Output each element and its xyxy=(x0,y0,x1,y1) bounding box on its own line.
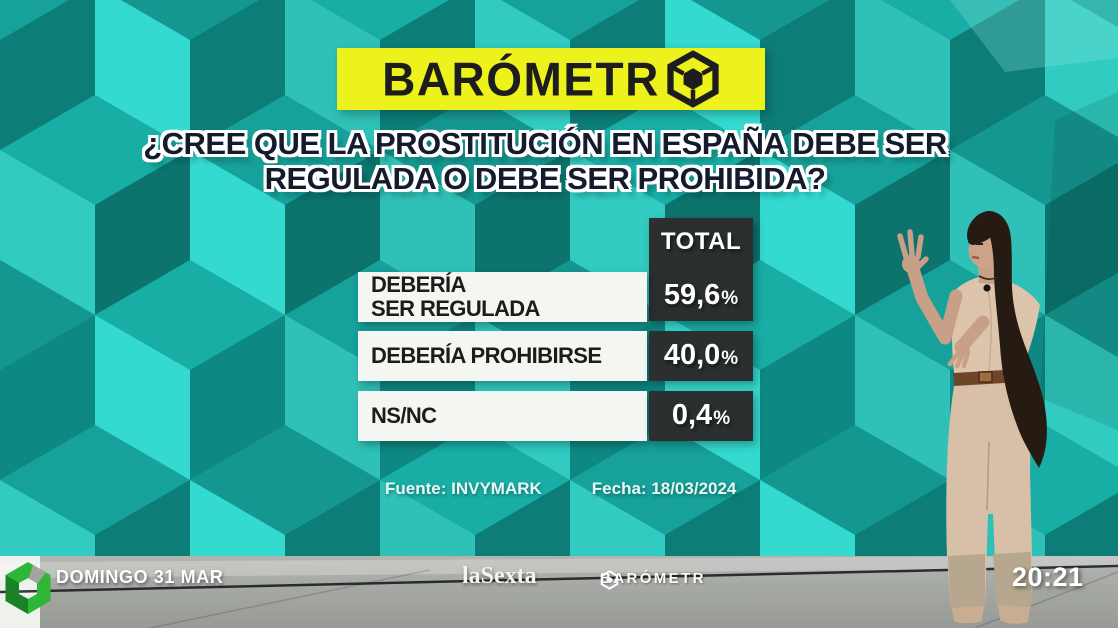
wall-highlight xyxy=(950,0,1118,72)
poll-date: Fecha: 18/03/2024 xyxy=(591,479,737,498)
presenter-hair xyxy=(967,211,1047,468)
studio-floor-bar: DOMINGO 31 MAR laSexta BARÓMETR xyxy=(0,556,1118,628)
poll-source: Fuente: INVYMARK xyxy=(385,479,542,498)
wall-base-line xyxy=(0,564,1118,594)
presenter-necklace xyxy=(978,275,998,280)
poll-question: ¿CREE QUE LA PROSTITUCIÓN EN ESPAÑA DEBE… xyxy=(0,126,1090,196)
floor-seams xyxy=(0,556,1118,628)
results-total-column: TOTAL 59,6% xyxy=(649,218,753,321)
presenter-shoe xyxy=(998,605,1030,624)
result-value-prohibirse: 40,0% xyxy=(649,331,753,381)
footer-barometro-hexagon-icon xyxy=(600,570,619,590)
lasexta-6-icon xyxy=(5,562,51,614)
lasexta-wordmark: laSexta xyxy=(462,563,537,589)
result-label-regulada: DEBERÍA SER REGULADA xyxy=(358,272,647,322)
presenter-shoe xyxy=(952,606,984,624)
result-label-prohibirse: DEBERÍA PROHIBIRSE xyxy=(358,331,647,381)
footer-program-title: BARÓMETR xyxy=(600,570,706,587)
attribution: Fuente: INVYMARK Fecha: 18/03/2024 xyxy=(385,479,736,499)
poll-question-line2: REGULADA O DEBE SER PROHIBIDA? xyxy=(264,161,826,196)
wall-shadow xyxy=(1040,92,1118,430)
presenter-crossed-arm xyxy=(958,315,990,350)
total-column-header: TOTAL xyxy=(660,228,742,255)
broadcast-date: DOMINGO 31 MAR xyxy=(56,567,224,587)
poll-question-line1: ¿CREE QUE LA PROSTITUCIÓN EN ESPAÑA DEBE… xyxy=(143,126,947,161)
result-value-nsnc: 0,4% xyxy=(649,391,753,441)
presenter-trousers xyxy=(946,382,1032,609)
presenter-figure xyxy=(897,211,1047,624)
footer-program-mark: BARÓMETR xyxy=(600,570,706,590)
result-value-regulada: 59,6% xyxy=(663,279,739,311)
lapel-mic xyxy=(983,284,991,292)
presenter-raised-arm xyxy=(907,265,963,345)
result-label-nsnc: NS/NC xyxy=(358,391,647,441)
program-banner-title: BARÓMETR xyxy=(382,52,660,106)
broadcast-clock: 20:21 xyxy=(1012,562,1084,592)
program-banner: BARÓMETR xyxy=(337,48,765,110)
barometro-hexagon-cube-icon xyxy=(667,50,719,108)
